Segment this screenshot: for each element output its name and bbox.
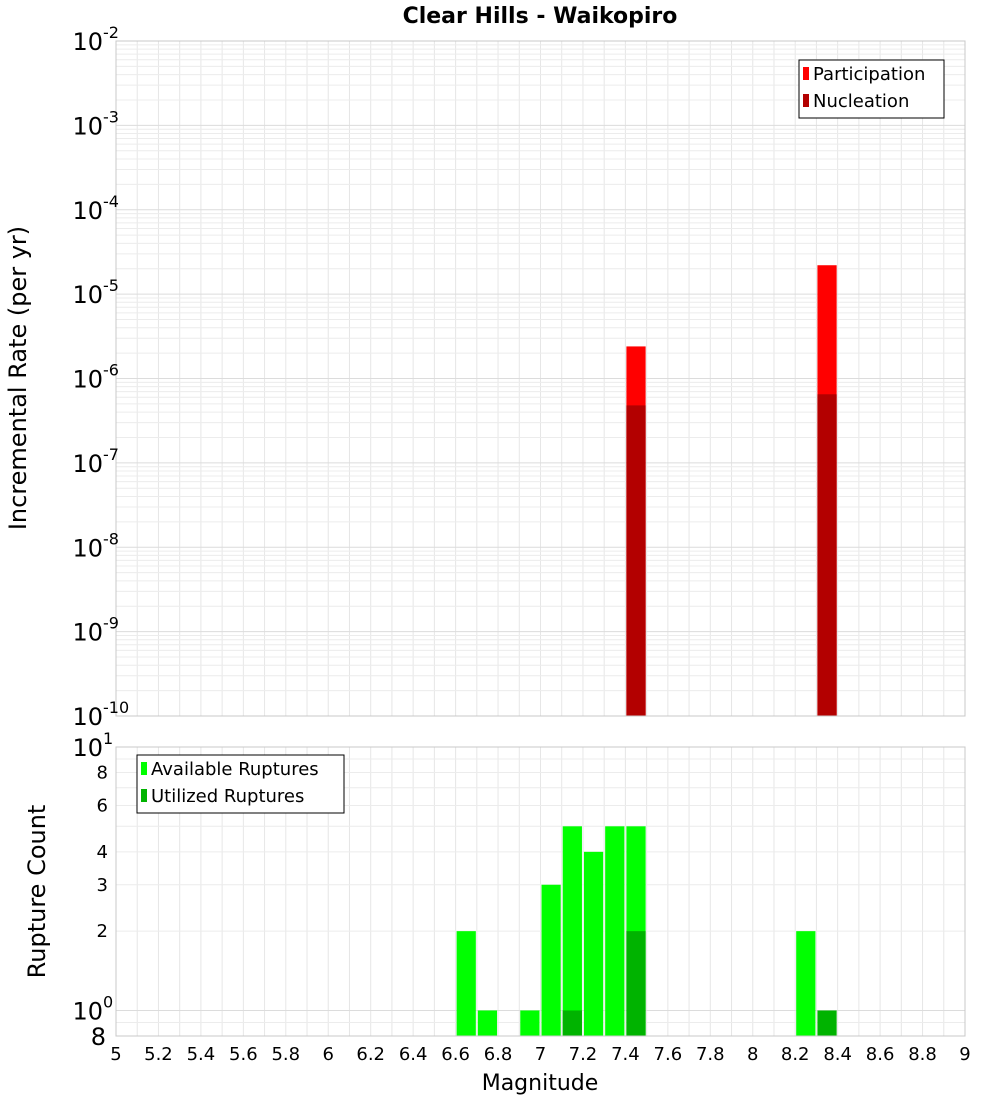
y-tick-label: 10 — [72, 112, 103, 140]
legend-2: Available Ruptures Utilized Ruptures — [136, 754, 345, 814]
count-bar-available-ruptures — [562, 826, 582, 1036]
y-tick-label: 6 — [97, 795, 108, 816]
legend-label: Utilized Ruptures — [151, 786, 304, 807]
legend-box — [136, 754, 345, 814]
count-bar-available-ruptures — [796, 931, 816, 1036]
x-tick-label: 5.8 — [271, 1044, 300, 1065]
y-tick-label: 10 — [72, 366, 103, 394]
legend-layer: Participation Nucleation Available Rupture… — [136, 59, 945, 814]
y-tick-label: 10 — [72, 534, 103, 562]
y-tick-label: 3 — [97, 875, 108, 896]
y-tick-label: 10 — [72, 28, 103, 56]
legend-swatch — [141, 789, 147, 802]
y-tick-label: 10 — [72, 281, 103, 309]
legend-swatch — [803, 94, 809, 107]
x-tick-label: 6.8 — [484, 1044, 513, 1065]
y-tick-exponent: -6 — [103, 361, 119, 380]
count-bar-utilized-ruptures — [626, 931, 646, 1036]
y-tick-label: 10 — [72, 450, 103, 478]
x-tick-label: 5.4 — [187, 1044, 216, 1065]
x-tick-label: 7.4 — [611, 1044, 640, 1065]
x-tick-label: 7.6 — [654, 1044, 683, 1065]
y-tick-label: 8 — [97, 763, 108, 784]
legend-swatch — [803, 67, 809, 80]
legend-box — [798, 59, 945, 119]
x-tick-label: 5.2 — [144, 1044, 173, 1065]
y-tick-exponent: -7 — [103, 445, 119, 464]
legend-1: Participation Nucleation — [798, 59, 945, 119]
legend-label: Nucleation — [813, 91, 909, 112]
legend-label: Participation — [813, 64, 925, 85]
y-tick-label: 10 — [72, 997, 103, 1025]
rate-bar-nucleation — [817, 394, 837, 716]
legend-swatch — [141, 762, 147, 775]
count-bar-available-ruptures — [583, 851, 604, 1036]
x-tick-label: 7.8 — [696, 1044, 725, 1065]
y-tick-exponent: -4 — [103, 192, 119, 211]
count-bar-available-ruptures — [477, 1010, 498, 1036]
x-tick-label: 9 — [959, 1044, 970, 1065]
x-tick-label: 8.6 — [866, 1044, 895, 1065]
chart-title: Clear Hills - Waikopiro — [403, 4, 678, 29]
x-tick-label: 6.6 — [441, 1044, 470, 1065]
y-axis-label-2: Rupture Count — [23, 805, 51, 979]
x-tick-label: 7 — [535, 1044, 546, 1065]
x-tick-label: 5.6 — [229, 1044, 258, 1065]
y-tick-label: 8 — [91, 1023, 106, 1051]
y-tick-exponent: -8 — [103, 529, 119, 548]
y-tick-label: 2 — [97, 921, 108, 942]
y-tick-exponent: -3 — [103, 107, 119, 126]
x-tick-label: 5 — [110, 1044, 121, 1065]
legend-label: Available Ruptures — [151, 759, 319, 780]
x-tick-label: 6.2 — [356, 1044, 385, 1065]
plot-frame-2 — [115, 746, 966, 1037]
x-tick-label: 8 — [747, 1044, 758, 1065]
y-axis-label-1: Incremental Rate (per yr) — [4, 226, 32, 530]
y-tick-exponent: -10 — [103, 698, 129, 717]
x-tick-label: 7.2 — [569, 1044, 598, 1065]
grid-layer — [115, 41, 966, 1037]
y-tick-label: 10 — [72, 703, 103, 731]
count-bar-available-ruptures — [456, 931, 476, 1036]
x-tick-label: 8.8 — [908, 1044, 937, 1065]
y-tick-label: 4 — [97, 842, 108, 863]
y-tick-exponent: -2 — [103, 23, 119, 42]
x-axis-label: Magnitude — [482, 1071, 599, 1096]
y-tick-exponent: -9 — [103, 614, 119, 633]
count-bar-utilized-ruptures — [817, 1010, 837, 1036]
rate-bar-nucleation — [626, 405, 646, 716]
y-tick-exponent: 1 — [103, 729, 113, 748]
x-tick-label: 6 — [323, 1044, 334, 1065]
count-bar-available-ruptures — [541, 884, 561, 1036]
bars-layer — [456, 265, 837, 1036]
x-tick-label: 6.4 — [399, 1044, 428, 1065]
y-tick-label: 10 — [72, 734, 103, 762]
x-tick-label: 8.2 — [781, 1044, 810, 1065]
y-tick-label: 10 — [72, 197, 103, 225]
count-bar-available-ruptures — [520, 1010, 540, 1036]
frame-layer — [115, 40, 966, 1037]
y-tick-exponent: -5 — [103, 276, 119, 295]
y-tick-label: 10 — [72, 619, 103, 647]
y-tick-exponent: 0 — [103, 992, 113, 1011]
plot-frame-1 — [115, 40, 966, 717]
count-bar-utilized-ruptures — [562, 1010, 582, 1036]
x-tick-label: 8.4 — [823, 1044, 852, 1065]
count-bar-available-ruptures — [605, 826, 625, 1036]
